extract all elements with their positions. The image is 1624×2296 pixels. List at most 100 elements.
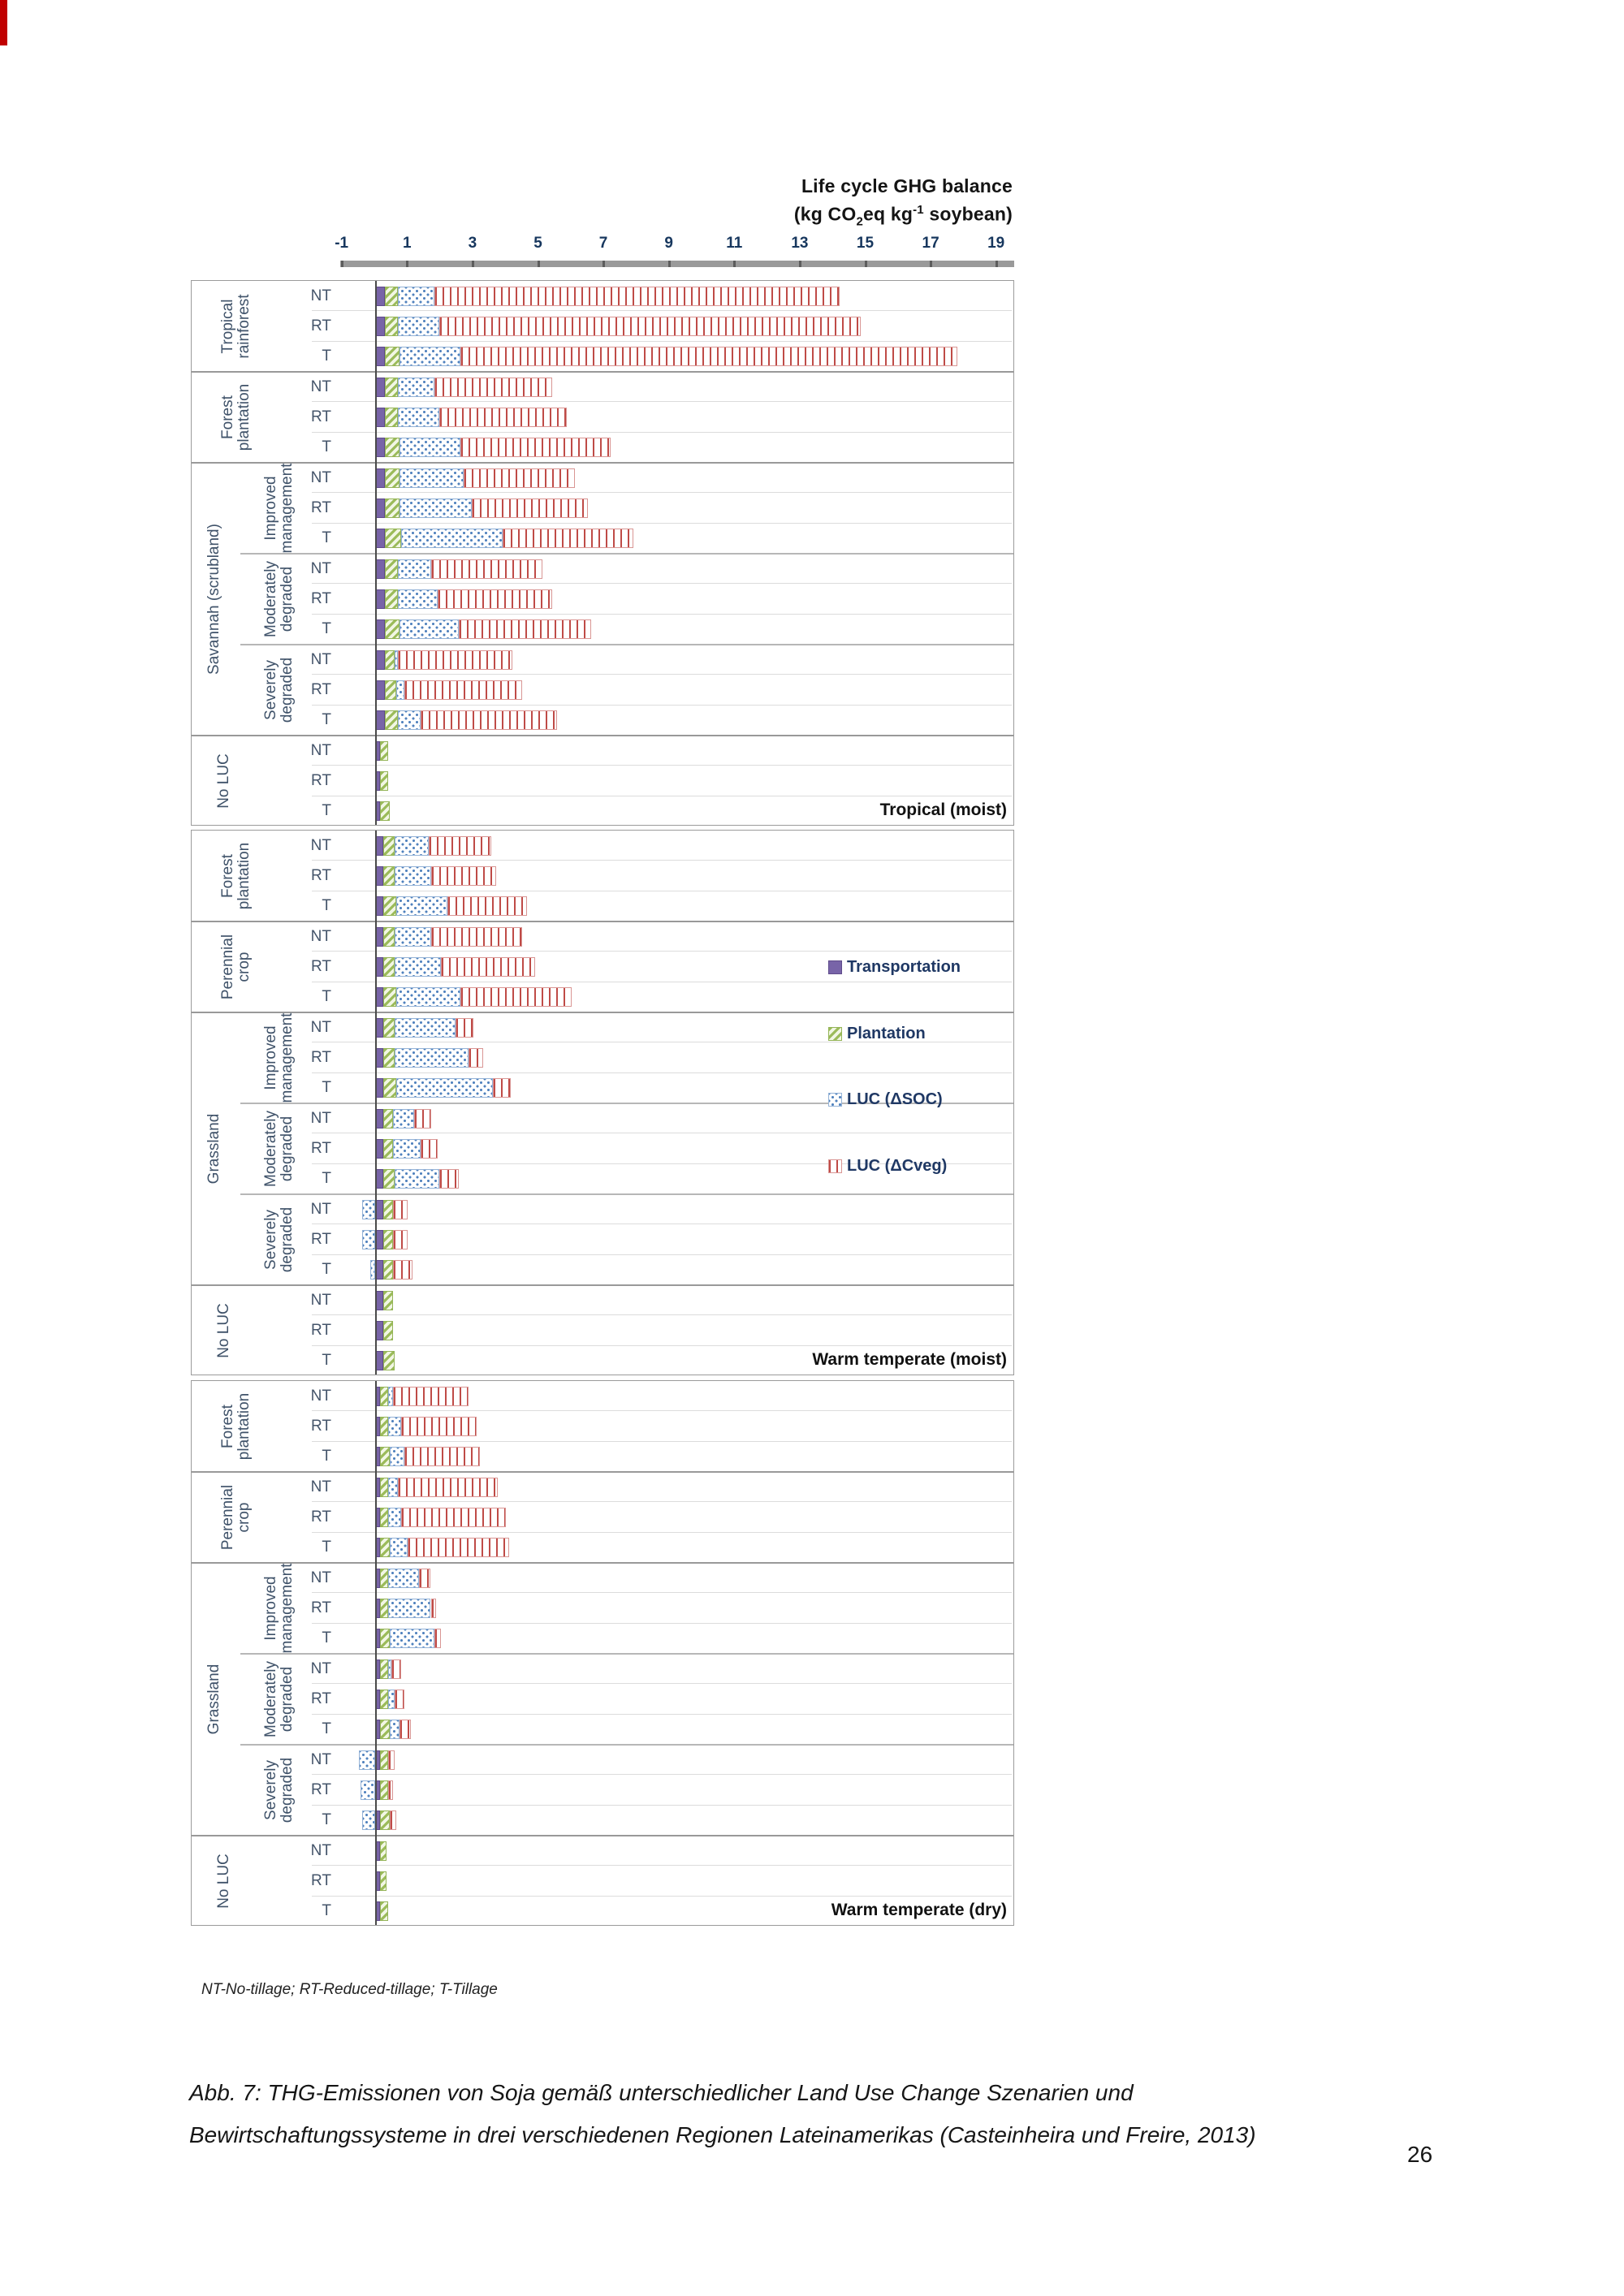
bar-segment-luc-cveg xyxy=(408,1538,510,1558)
title-unit-pre: (kg CO xyxy=(793,203,857,225)
bar-segment-luc-soc xyxy=(390,1447,405,1467)
legend-item: LUC (ΔCveg) xyxy=(828,1157,947,1176)
bar-segment-luc-soc xyxy=(400,438,460,458)
tillage-label: NT xyxy=(310,1291,331,1309)
bar-segment-plantation xyxy=(383,1230,394,1249)
bar-segment-luc-soc xyxy=(395,835,430,856)
panel-region-label: Warm temperate (dry) xyxy=(831,1901,1007,1919)
chart-panel: NT RT T Forest plantation NT RT T Perennial cro… xyxy=(191,830,1014,1375)
tillage-label: NT xyxy=(310,1387,331,1405)
bar-segment-plantation xyxy=(383,1199,394,1219)
tillage-label: NT xyxy=(310,1478,331,1495)
bar-segment-plantation xyxy=(380,771,389,791)
bar-segment-plantation xyxy=(383,1290,394,1310)
caption-line1: Abb. 7: THG-Emissionen von Soja gemäß un… xyxy=(189,2080,1134,2105)
bar-segment-luc-soc xyxy=(388,1477,399,1497)
tillage-label: RT xyxy=(311,1872,331,1889)
bar-segment-plantation xyxy=(380,1447,391,1467)
axis-zero-line xyxy=(375,281,377,825)
bar-segment-luc-soc xyxy=(396,896,447,917)
axis-tick-label: -1 xyxy=(335,235,349,252)
bar-segment-luc-soc xyxy=(395,1017,456,1038)
separator-line xyxy=(312,310,1012,312)
group-label: Savannah (scrubland) xyxy=(205,524,222,675)
bar-segment-plantation xyxy=(383,957,395,977)
bar-segment-plantation xyxy=(383,1108,394,1129)
bar-segment-plantation xyxy=(380,1841,387,1861)
bar-segment-luc-soc xyxy=(398,377,434,397)
tillage-label: RT xyxy=(311,317,331,334)
bar-segment-plantation xyxy=(383,1351,395,1371)
axis-zero-line xyxy=(375,831,377,1375)
tillage-label: T xyxy=(322,529,331,547)
bar-segment-luc-cveg xyxy=(430,866,497,886)
bar-segment-luc-cveg xyxy=(400,1720,412,1740)
axis-tick-mark xyxy=(864,261,867,267)
subgroup-label: Moderately degraded xyxy=(262,1111,296,1187)
bar-segment-luc-soc xyxy=(361,1199,375,1219)
bar-segment-luc-cveg xyxy=(393,1230,408,1249)
tillage-label: NT xyxy=(310,836,331,854)
bar-segment-luc-soc xyxy=(388,1690,395,1709)
separator-line xyxy=(312,522,1012,524)
axis-tick-label: 5 xyxy=(533,235,542,252)
separator-line xyxy=(312,583,1012,585)
bar-segment-luc-cveg xyxy=(460,347,958,367)
tillage-label: NT xyxy=(310,559,331,577)
group-label: Tropical rainforest xyxy=(219,294,253,359)
caption-line2: Bewirtschaftungssysteme in drei verschie… xyxy=(189,2122,1256,2147)
axis-band xyxy=(340,261,1014,267)
page-number: 26 xyxy=(1407,2142,1433,2167)
tillage-label: RT xyxy=(311,408,331,425)
separator-line xyxy=(312,1440,1012,1442)
bar-segment-plantation xyxy=(385,650,395,670)
separator-line xyxy=(240,553,1013,555)
chart-title-line2: (kg CO2eq kg-1 soybean) xyxy=(794,198,1013,233)
tillage-label: T xyxy=(322,1539,331,1556)
separator-line xyxy=(312,1072,1012,1073)
axis-tick-mark xyxy=(995,261,998,267)
bar-segment-luc-cveg xyxy=(434,286,840,306)
bar-segment-plantation xyxy=(383,987,397,1008)
tillage-label: RT xyxy=(311,1599,331,1616)
bar-segment-plantation xyxy=(383,1139,394,1159)
bar-segment-luc-cveg xyxy=(388,1780,394,1800)
axis-tick-label: 7 xyxy=(598,235,608,252)
subgroup-label: Improved management xyxy=(262,1012,296,1103)
bar-segment-luc-soc xyxy=(396,987,460,1008)
bar-segment-luc-soc xyxy=(395,866,431,886)
bar-segment-plantation xyxy=(383,1169,395,1189)
legend-label: LUC (ΔSOC) xyxy=(847,1090,943,1108)
tillage-label: T xyxy=(322,1352,331,1370)
legend-swatch-luc-cveg xyxy=(828,1159,842,1173)
tillage-label: NT xyxy=(310,1750,331,1768)
axis-tick-mark xyxy=(733,261,736,267)
bar-segment-luc-cveg xyxy=(419,1568,431,1588)
bar-segment-luc-cveg xyxy=(434,377,552,397)
axis-tick-label: 15 xyxy=(856,235,875,252)
bar-segment-luc-soc xyxy=(388,1568,420,1588)
legend-swatch-transportation xyxy=(828,960,842,974)
tillage-label: T xyxy=(322,988,331,1006)
separator-line xyxy=(312,765,1012,766)
axis-tick-mark xyxy=(930,261,933,267)
bar-segment-plantation xyxy=(385,317,399,336)
bar-segment-luc-soc xyxy=(401,529,503,549)
bar-segment-luc-cveg xyxy=(463,468,575,488)
separator-line xyxy=(192,1562,1013,1564)
bar-segment-luc-soc xyxy=(398,317,439,336)
title-unit-sub: 2 xyxy=(856,214,863,229)
bar-segment-luc-cveg xyxy=(414,1108,431,1129)
bar-segment-plantation xyxy=(380,1750,389,1770)
tillage-label: NT xyxy=(310,650,331,668)
separator-line xyxy=(240,644,1013,645)
bar-segment-luc-cveg xyxy=(430,559,542,579)
separator-line xyxy=(312,1314,1012,1316)
axis-tick-mark xyxy=(340,261,343,267)
bar-segment-luc-soc xyxy=(388,1386,394,1406)
tillage-label: NT xyxy=(310,1569,331,1586)
tillage-label: NT xyxy=(310,1841,331,1859)
separator-line xyxy=(312,1895,1012,1897)
figure-caption: Abb. 7: THG-Emissionen von Soja gemäß un… xyxy=(189,2072,1432,2156)
tillage-label: NT xyxy=(310,1109,331,1127)
